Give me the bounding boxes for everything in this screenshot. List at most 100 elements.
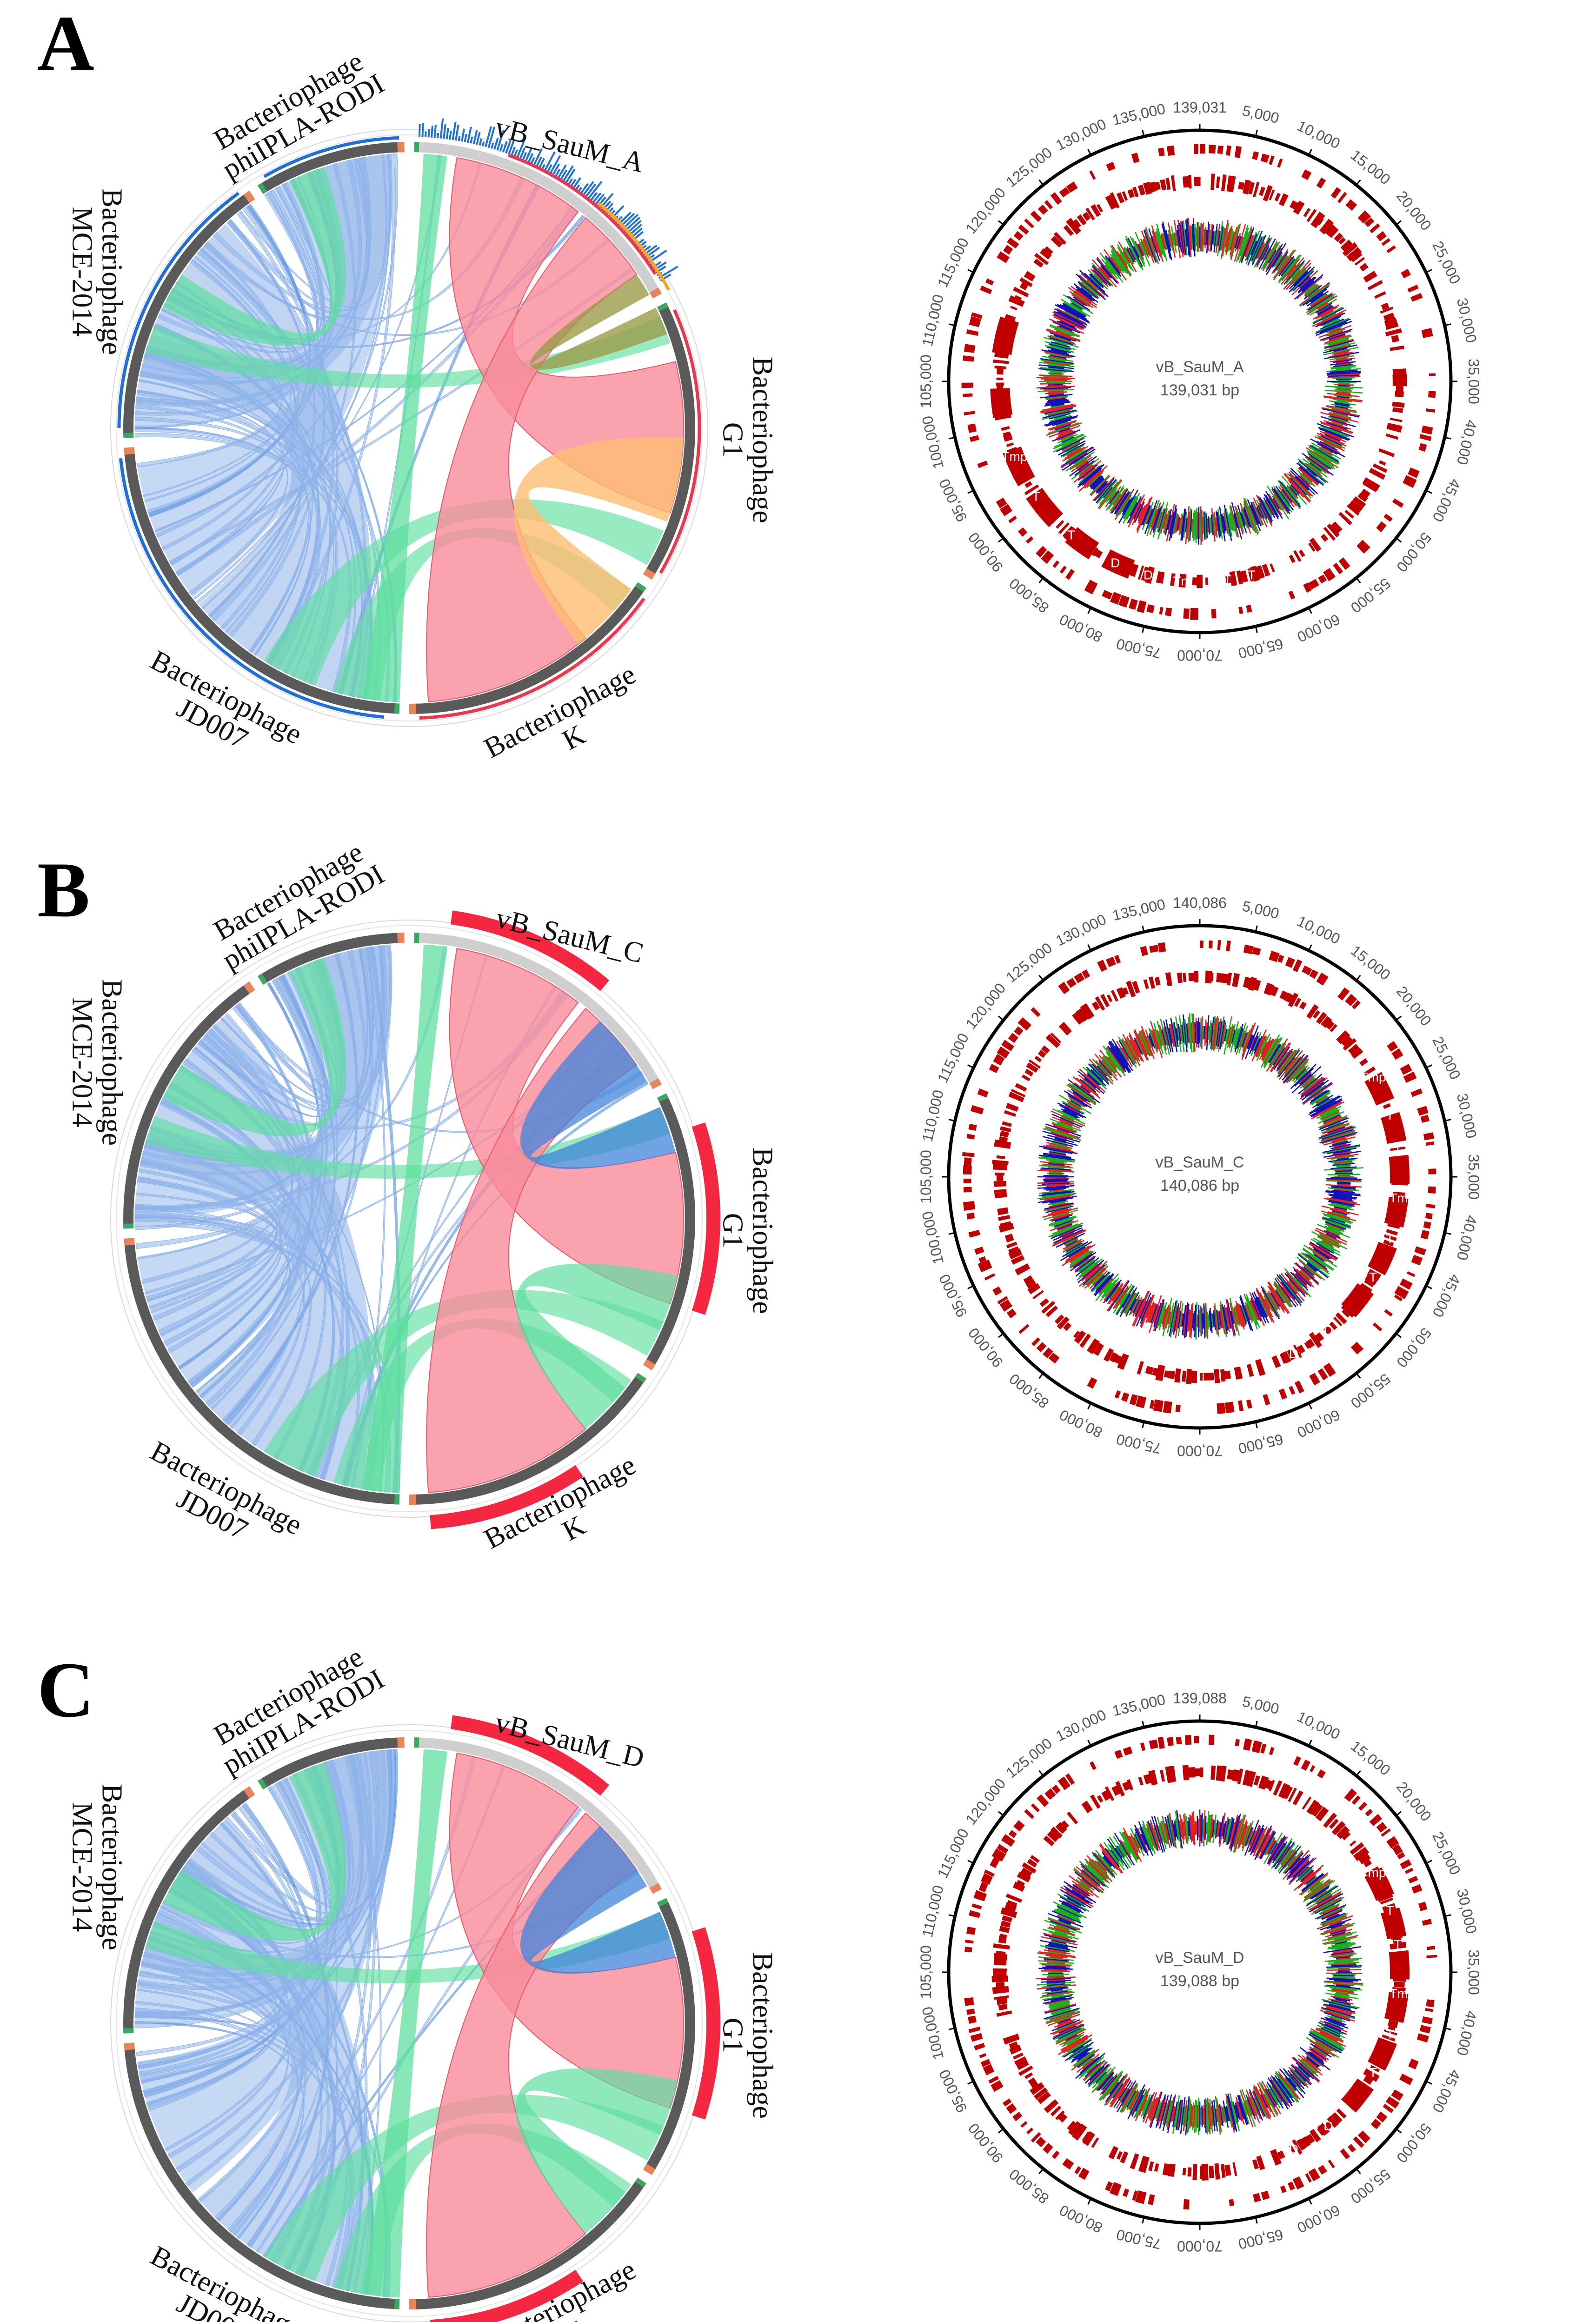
gc-spike [1315,2041,1331,2052]
tick-label: 45,000 [1429,476,1464,525]
gc-spike [1325,1233,1337,1239]
gc-spike [1268,1292,1279,1310]
gc-spike [1324,339,1354,348]
gc-spike [1109,1836,1131,1868]
gc-spike [1317,443,1337,455]
gc-spike [1101,1060,1113,1073]
gc-spike [1114,491,1130,514]
gc-spike [1331,1964,1357,1967]
gc-spike [1135,1298,1144,1317]
genome-segment-g1[interactable] [643,302,695,580]
panel-label: A [37,0,94,87]
genome-segment-g1[interactable] [643,1093,695,1370]
gc-spike [1329,2002,1351,2009]
gc-spike [1243,503,1254,531]
gc-spike [1317,306,1334,316]
gene-reverse [1390,1146,1406,1151]
gc-spike [1091,1859,1109,1877]
gc-spike [1253,2088,1268,2118]
gene-block [992,316,1019,355]
gc-spike [1046,1979,1065,1982]
gc-spike [1317,1898,1336,1909]
gc-spike [1235,2102,1241,2120]
gc-spike [1253,1291,1270,1323]
coverage-bar [458,135,461,141]
genome-segment-mce[interactable] [123,981,255,1229]
gc-spike [1290,2070,1305,2087]
gc-spike [1317,1223,1350,1238]
gc-spike [1094,1274,1105,1286]
gene-reverse [1182,2168,1186,2175]
genome-segment-top[interactable] [414,142,662,299]
gene-reverse [1041,1301,1056,1314]
gc-spike [1278,254,1300,282]
gc-spike [1316,1895,1333,1905]
genome-segment-phi[interactable] [258,1737,405,1790]
genome-segment-jd[interactable] [124,447,400,714]
gc-spike [1320,446,1333,454]
gc-spike [1311,444,1339,461]
genome-segment-mce[interactable] [123,1786,255,2034]
gc-spike [1337,1157,1349,1161]
gene-reverse [1330,521,1343,534]
genome-segment-top[interactable] [414,933,662,1089]
gc-spike [1278,2073,1298,2099]
gene-reverse [1081,1801,1093,1814]
gc-spike [1290,268,1315,292]
gene-forward [1024,1809,1035,1819]
genome-segment-k[interactable] [409,582,646,714]
gc-spike [1268,1043,1281,1063]
gene-tag: T [1369,1270,1377,1284]
tick-mark [967,1860,974,1864]
gene-forward [991,2080,1004,2092]
genome-segment-top[interactable] [414,1737,662,1894]
gc-spike [1218,1822,1222,1837]
genome-segment-phi[interactable] [258,142,405,194]
gc-spike [1150,2097,1159,2121]
gene-forward [1422,2016,1433,2025]
gc-spike [1329,344,1351,351]
similarity-link [159,1102,306,1429]
genome-segment-k[interactable] [409,2177,646,2309]
gc-spike [1118,241,1137,272]
gc-spike [1146,1824,1156,1849]
gc-spike [1110,257,1122,272]
gc-spike [1322,1916,1348,1927]
gc-spike [1286,1058,1310,1083]
gene-reverse [998,2003,1008,2011]
gc-spike [1187,1821,1190,1836]
gc-spike [1217,1021,1223,1047]
gene-forward [999,1299,1013,1312]
gene-reverse [996,1997,1008,2005]
genome-segment-g1[interactable] [643,1898,695,2175]
gc-spike [1112,1285,1129,1309]
gc-spike [1094,274,1104,284]
gene-forward [1420,1230,1430,1240]
gc-spike [1121,1048,1130,1059]
genome-segment-jd[interactable] [124,1238,400,1505]
gc-spike [1122,499,1131,513]
gene-reverse [1008,295,1025,307]
genome-segment-jd[interactable] [124,2042,400,2309]
gene-tag: D [1111,556,1120,570]
gc-spike [1045,370,1066,373]
gc-spike [1235,512,1241,529]
gc-spike [1163,510,1170,533]
gc-spike [1096,258,1118,284]
genome-segment-mce[interactable] [123,191,255,438]
gc-spike [1258,2088,1272,2113]
gc-spike [1127,2084,1145,2119]
gc-spike [1110,1047,1126,1069]
gc-spike [1057,2034,1093,2055]
gc-spike [1048,2000,1070,2006]
genome-segment-phi[interactable] [258,933,405,985]
similarity-link [196,1761,351,1920]
gc-spike [1166,504,1175,542]
gc-spike [1217,231,1221,247]
genome-segment-k[interactable] [409,1373,646,1505]
gc-spike [1318,427,1350,440]
gc-spike [1253,2086,1270,2119]
gene-reverse [1013,287,1029,298]
link-phiipla-mce2014 [162,167,346,346]
gc-spike [1302,2055,1322,2072]
